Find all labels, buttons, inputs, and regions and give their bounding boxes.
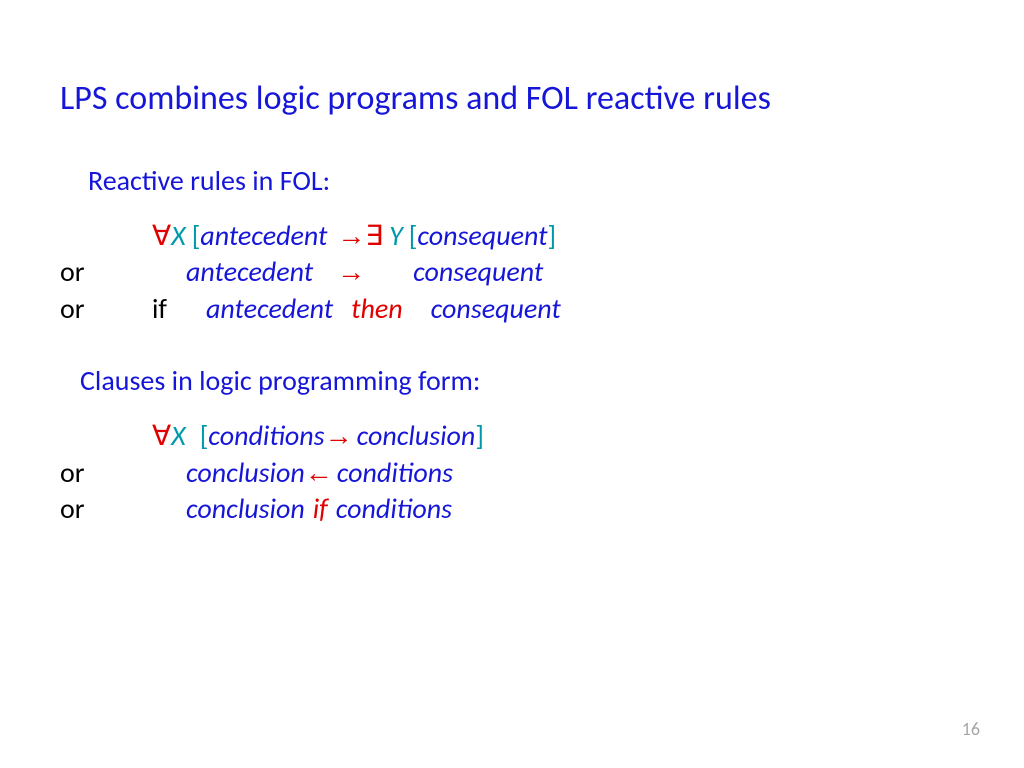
conclusion-1: conclusion [357, 418, 476, 454]
slide-container: LPS combines logic programs and FOL reac… [0, 0, 1024, 527]
forall-symbol: ∀ [152, 218, 171, 254]
arrow-right-2: → [337, 254, 365, 290]
var-x: X [171, 218, 186, 254]
consequent-2: consequent [413, 254, 543, 290]
rbracket-2: ] [475, 418, 484, 454]
section-2-heading: Clauses in logic programming form: [80, 363, 964, 398]
rules-block-2: ∀X [conditions→ conclusion] or conclusio… [60, 418, 964, 527]
consequent-3: consequent [431, 291, 561, 327]
rule-line-2: or antecedent → consequent [60, 254, 964, 290]
conditions-3: conditions [336, 491, 452, 527]
rule-line-3: or if antecedent then consequent [60, 291, 964, 327]
consequent-1: consequent [417, 218, 547, 254]
rbracket-1: ] [547, 218, 556, 254]
rule-line-1: ∀X [antecedent →∃ Y [consequent] [60, 218, 964, 254]
lbracket-2: [ [409, 218, 418, 254]
conclusion-3: conclusion [186, 491, 305, 527]
conditions-2: conditions [337, 455, 453, 491]
then-1: then [351, 291, 403, 327]
clause-line-1: ∀X [conditions→ conclusion] [60, 418, 964, 454]
lbracket-3: [ [200, 418, 209, 454]
clause-line-3: or conclusion if conditions [60, 491, 964, 527]
rules-block-1: ∀X [antecedent →∃ Y [consequent] or ante… [60, 218, 964, 327]
section-1-heading: Reactive rules in FOL: [88, 163, 964, 198]
var-y: Y [389, 218, 403, 254]
clause-line-2: or conclusion← conditions [60, 455, 964, 491]
conditions-1: conditions [208, 418, 324, 454]
or-2: or [60, 291, 152, 327]
arrow-right-1: → [337, 218, 365, 254]
var-x-2: X [171, 418, 186, 454]
arrow-left-1: ← [305, 455, 333, 491]
or-4: or [60, 491, 152, 527]
if-2: if [313, 491, 328, 527]
or-1: or [60, 254, 152, 290]
page-number: 16 [962, 718, 980, 740]
exists-symbol: ∃ [365, 218, 383, 254]
antecedent-1: antecedent [200, 218, 327, 254]
if-1: if [152, 291, 206, 327]
antecedent-3: antecedent [206, 291, 333, 327]
or-3: or [60, 455, 152, 491]
slide-title: LPS combines logic programs and FOL reac… [60, 78, 964, 119]
forall-2: ∀ [152, 418, 171, 454]
lbracket: [ [192, 218, 201, 254]
conclusion-2: conclusion [186, 455, 305, 491]
arrow-right-3: → [325, 418, 353, 454]
antecedent-2: antecedent [186, 254, 313, 290]
